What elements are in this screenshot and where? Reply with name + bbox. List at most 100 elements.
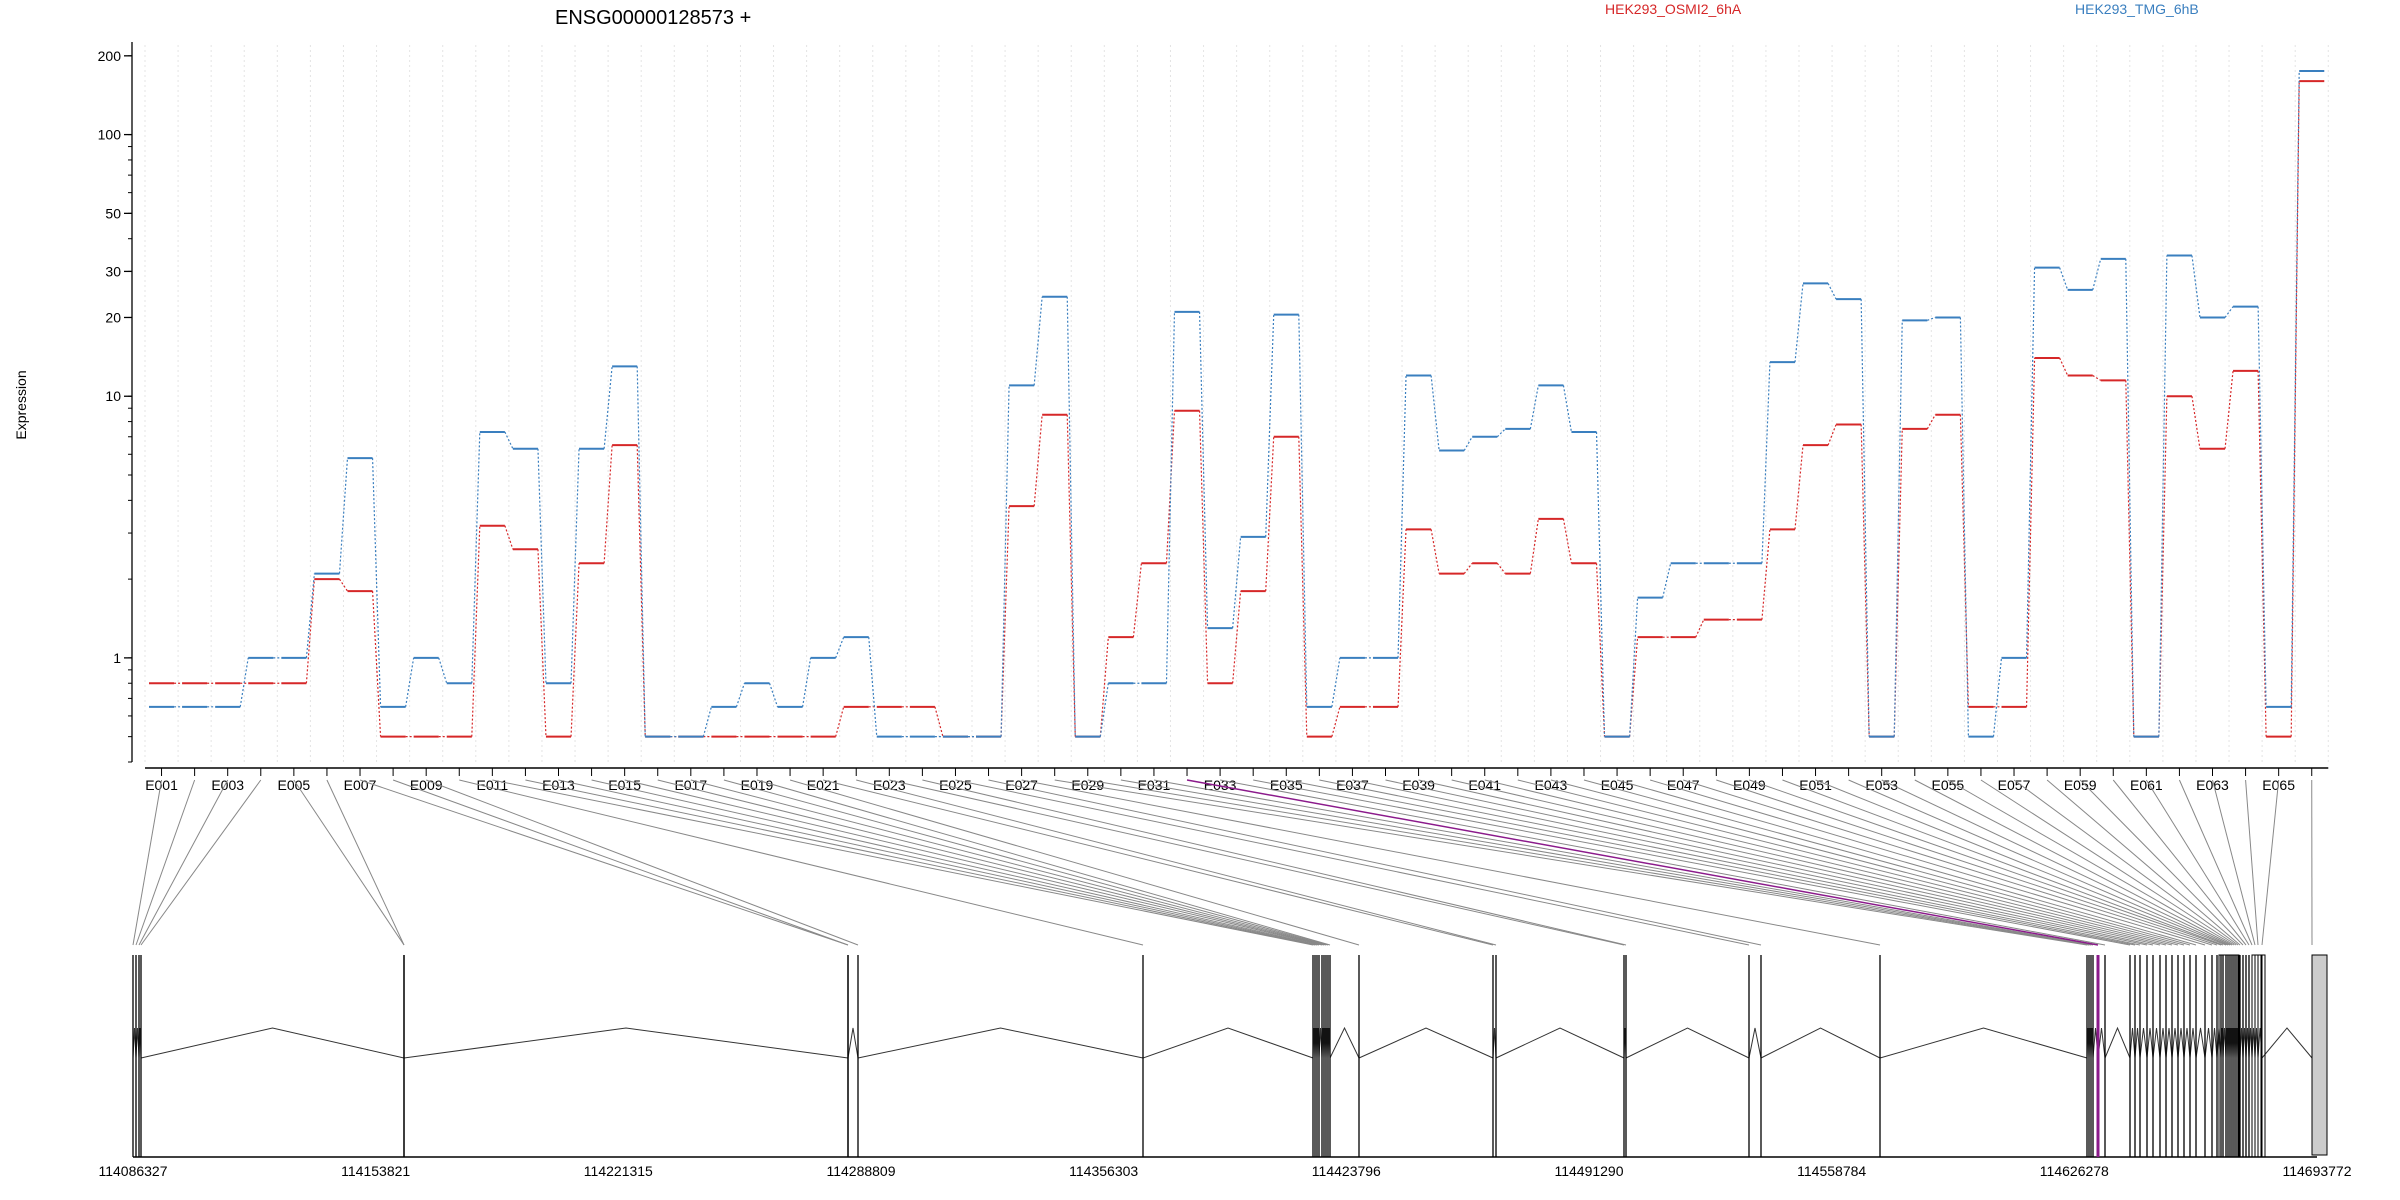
series-connector bbox=[2025, 267, 2036, 658]
series-connector bbox=[2092, 258, 2102, 291]
exon-connector bbox=[2212, 779, 2256, 946]
series-connector bbox=[1959, 317, 1969, 737]
exon-connector bbox=[2079, 779, 2244, 946]
exon-connector bbox=[2145, 779, 2250, 946]
exon-connector bbox=[558, 779, 1318, 946]
series-connector bbox=[2257, 306, 2267, 707]
exon-connector bbox=[2245, 779, 2259, 946]
chart-title: ENSG00000128573 + bbox=[555, 7, 751, 29]
exon-connector bbox=[459, 779, 1144, 946]
exon-connector bbox=[2013, 779, 2239, 946]
exon-connector bbox=[492, 779, 1314, 946]
genomic-position-label: 114693772 bbox=[2282, 1163, 2351, 1179]
series-connector bbox=[1695, 619, 1705, 638]
genomic-position-label: 114288809 bbox=[826, 1163, 895, 1179]
series-connector bbox=[1099, 637, 1109, 737]
intron-arc bbox=[857, 1027, 1144, 1059]
series-connector bbox=[570, 563, 580, 737]
series-connector bbox=[1033, 296, 1043, 386]
exon-connector bbox=[955, 779, 1750, 946]
y-tick-label: 200 bbox=[98, 48, 122, 64]
series-connector bbox=[636, 366, 646, 737]
exon-connector bbox=[690, 779, 1327, 946]
x-tick-label: E001 bbox=[145, 777, 178, 793]
series-connector bbox=[1860, 299, 1870, 737]
series-connector bbox=[934, 706, 944, 737]
series-connector bbox=[802, 657, 812, 707]
series-connector bbox=[570, 448, 580, 684]
genomic-position-label: 114356303 bbox=[1069, 1163, 1138, 1179]
series-connector bbox=[2125, 380, 2135, 737]
series-connector bbox=[1066, 296, 1076, 737]
series-connector bbox=[305, 579, 315, 684]
intron-arc bbox=[403, 1027, 849, 1059]
series-connector bbox=[1232, 536, 1242, 629]
exon-connector bbox=[392, 779, 849, 946]
series-connector bbox=[1761, 529, 1771, 620]
series-connector bbox=[1033, 414, 1043, 507]
intron-arc bbox=[2129, 1027, 2136, 1059]
exon-connector bbox=[1319, 779, 2141, 946]
x-tick-label: E019 bbox=[741, 777, 774, 793]
x-tick-label: E007 bbox=[344, 777, 377, 793]
intron-arc bbox=[1760, 1027, 1881, 1059]
intron-arc bbox=[2183, 1027, 2191, 1059]
series-connector bbox=[1000, 506, 1010, 737]
exon-connector bbox=[138, 779, 229, 946]
x-tick-label: E055 bbox=[1932, 777, 1965, 793]
x-tick-label: E017 bbox=[674, 777, 707, 793]
series-connector bbox=[1198, 410, 1209, 684]
exon-connector bbox=[359, 779, 849, 946]
x-tick-label: E009 bbox=[410, 777, 443, 793]
genomic-position-label: 114626278 bbox=[2040, 1163, 2109, 1179]
series-connector bbox=[1529, 385, 1539, 430]
exon-connector bbox=[1716, 779, 2218, 946]
series-connector bbox=[868, 637, 878, 737]
x-tick-label: E025 bbox=[939, 777, 972, 793]
exon-connector bbox=[1253, 779, 2131, 946]
genomic-position-label: 114086327 bbox=[98, 1163, 167, 1179]
x-tick-label: E053 bbox=[1865, 777, 1898, 793]
series-connector bbox=[2191, 255, 2201, 318]
exon-connector bbox=[426, 779, 859, 946]
x-tick-label: E045 bbox=[1601, 777, 1634, 793]
intron-arc bbox=[847, 1027, 859, 1059]
series-connector bbox=[1595, 563, 1606, 737]
exon-connector bbox=[1220, 779, 2106, 946]
exon-connector bbox=[1815, 779, 2227, 946]
series-connector bbox=[1463, 562, 1473, 574]
intron-arc bbox=[2204, 1027, 2213, 1059]
exon-connector bbox=[1914, 779, 2233, 946]
exon-connector bbox=[2261, 779, 2280, 946]
series-connector bbox=[636, 445, 646, 737]
exon-connector bbox=[1649, 779, 2206, 946]
exon-connector bbox=[922, 779, 1627, 946]
exon-connector bbox=[856, 779, 1497, 946]
genomic-position-label: 114423796 bbox=[1312, 1163, 1381, 1179]
series-connector bbox=[603, 366, 613, 449]
series-connector bbox=[1397, 375, 1407, 658]
series-connector bbox=[1430, 375, 1440, 451]
x-tick-label: E047 bbox=[1667, 777, 1700, 793]
series-connector bbox=[371, 458, 382, 707]
series-connector bbox=[1298, 314, 1308, 707]
series-connector bbox=[1265, 436, 1275, 592]
series-connector bbox=[471, 525, 481, 737]
exon-block bbox=[2311, 954, 2328, 1156]
series-connector bbox=[1927, 316, 1936, 321]
exon-block bbox=[2257, 954, 2262, 1158]
series-connector bbox=[835, 706, 845, 737]
series-connector bbox=[1265, 314, 1275, 537]
series-connector bbox=[1000, 385, 1010, 737]
series-connector bbox=[405, 657, 415, 707]
exon-connector bbox=[624, 779, 1323, 946]
series-connector bbox=[504, 431, 514, 449]
intron-arc bbox=[2177, 1027, 2185, 1059]
genomic-position-label: 114221315 bbox=[584, 1163, 653, 1179]
intron-arc bbox=[2195, 1027, 2206, 1059]
exon-connector bbox=[723, 779, 1329, 946]
exon-connector bbox=[657, 779, 1325, 946]
series-connector bbox=[1893, 428, 1903, 737]
exon-connector bbox=[132, 779, 163, 946]
series-connector bbox=[1827, 283, 1837, 300]
